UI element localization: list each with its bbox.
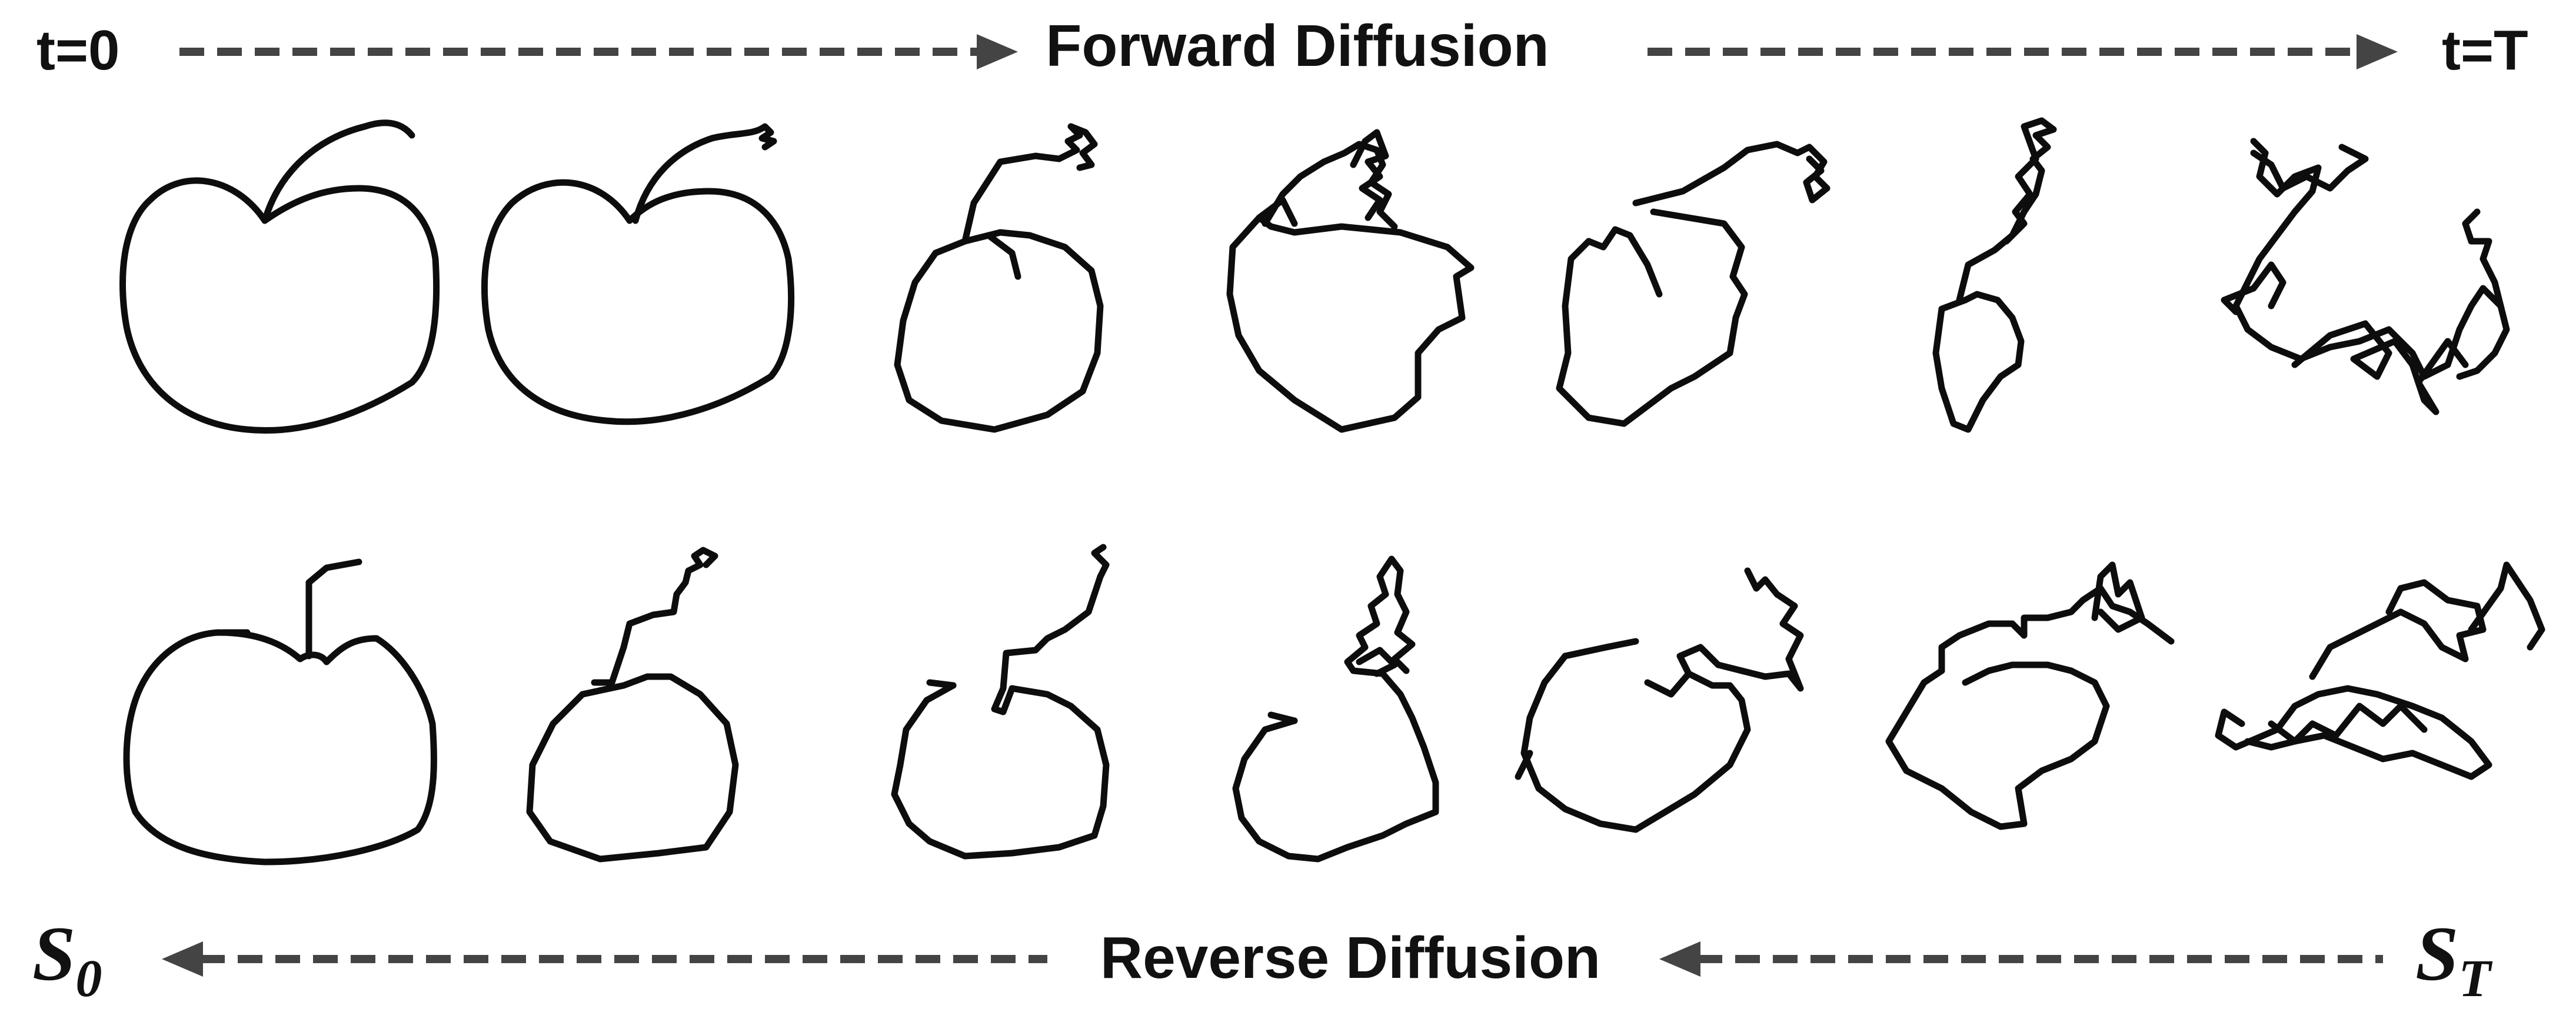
sketch-panel [2221, 138, 2510, 415]
reverse-arrow-right-head [1659, 941, 1700, 977]
forward-arrow-left-head [977, 34, 1018, 69]
reverse-arrow-left-head [162, 941, 203, 977]
sketch-panel [1932, 117, 2057, 433]
sketch-panel [119, 119, 440, 434]
forward-diffusion-header: t=0 Forward Diffusion t=T [36, 13, 2528, 82]
sketch-panel [526, 547, 739, 863]
s0-subscript: 0 [75, 950, 102, 1008]
sketch-panel [481, 123, 795, 425]
tT-label: t=T [2442, 19, 2528, 82]
reverse-diffusion-footer: S0 Reverse Diffusion ST [32, 910, 2492, 1008]
sketch-panel [1885, 561, 2175, 830]
sketch-panel [123, 558, 437, 865]
sketch-panel [891, 544, 1110, 860]
sketch-panel [1226, 129, 1475, 433]
t0-label: t=0 [36, 19, 119, 82]
sketch-panel [2215, 561, 2545, 780]
forward-diffusion-label: Forward Diffusion [1046, 13, 1549, 79]
reverse-diffusion-label: Reverse Diffusion [1100, 925, 1600, 991]
sT-symbol: ST [2415, 910, 2492, 1008]
sketch-panel [894, 123, 1104, 433]
reverse-sketch-row [123, 544, 2545, 865]
sketch-panel [1515, 567, 1804, 833]
sketch-panel [1556, 141, 1831, 427]
sT-subscript: T [2458, 950, 2492, 1008]
s0-symbol: S0 [32, 910, 102, 1008]
forward-arrow-right-head [2357, 34, 2398, 69]
forward-sketch-row [119, 117, 2510, 434]
sketch-panel [1232, 555, 1439, 863]
